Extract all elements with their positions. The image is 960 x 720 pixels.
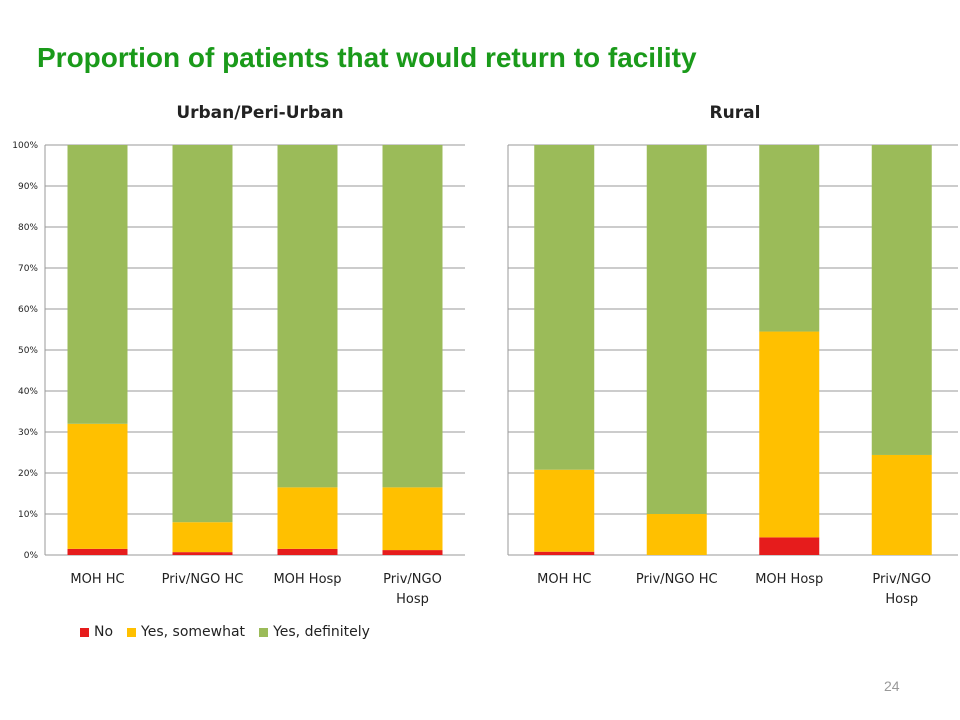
x-tick-label-rural: Hosp	[885, 592, 918, 607]
bar-urban-2-1	[172, 145, 233, 523]
y-tick-label-urban: 60%	[18, 305, 38, 315]
x-tick-label-rural: Priv/NGO HC	[636, 572, 718, 587]
legend-label-yes-definitely: Yes, definitely	[273, 624, 370, 640]
x-tick-label-urban: MOH Hosp	[273, 572, 341, 587]
x-tick-label-urban: MOH HC	[70, 572, 124, 587]
x-tick-label-urban: Priv/NGO HC	[162, 572, 244, 587]
y-tick-label-urban: 80%	[18, 223, 38, 233]
slide-number: 24	[884, 678, 900, 694]
x-tick-label-rural: MOH Hosp	[755, 572, 823, 587]
legend-label-no: No	[94, 624, 114, 640]
bar-rural-2-1	[646, 145, 707, 514]
bar-rural-0-0	[534, 551, 595, 555]
bar-urban-0-3	[382, 550, 443, 555]
y-tick-label-urban: 70%	[18, 264, 38, 274]
bar-rural-2-0	[534, 145, 595, 470]
legend: No Yes, somewhat Yes, definitely	[80, 624, 384, 640]
chart-title-rural: Rural	[709, 103, 761, 123]
y-tick-label-urban: 50%	[18, 346, 38, 356]
y-tick-label-urban: 100%	[12, 141, 38, 151]
legend-item-yes-somewhat: Yes, somewhat	[127, 624, 245, 640]
bar-urban-2-0	[67, 145, 128, 424]
bar-urban-2-3	[382, 145, 443, 488]
legend-swatch-no	[80, 627, 89, 637]
bar-rural-0-2	[759, 537, 820, 555]
bar-urban-0-0	[67, 548, 128, 555]
x-tick-label-urban: Hosp	[396, 592, 429, 607]
bar-urban-0-1	[172, 552, 233, 555]
bar-rural-1-3	[871, 454, 932, 555]
y-tick-label-urban: 0%	[24, 551, 39, 561]
legend-item-yes-definitely: Yes, definitely	[259, 624, 370, 640]
bar-urban-0-2	[277, 548, 338, 555]
legend-swatch-yes-definitely	[259, 627, 269, 637]
legend-label-yes-somewhat: Yes, somewhat	[141, 624, 246, 640]
x-tick-label-urban: Priv/NGO	[383, 572, 442, 587]
chart-title-urban: Urban/Peri-Urban	[176, 103, 344, 123]
bar-rural-1-2	[759, 331, 820, 538]
bar-urban-1-1	[172, 522, 233, 553]
y-tick-label-urban: 40%	[18, 387, 38, 397]
bar-urban-1-2	[277, 487, 338, 549]
slide-title: Proportion of patients that would return…	[37, 42, 697, 73]
bar-urban-1-3	[382, 487, 443, 551]
x-tick-label-rural: Priv/NGO	[872, 572, 931, 587]
y-tick-label-urban: 30%	[18, 428, 38, 438]
y-tick-label-urban: 20%	[18, 469, 38, 479]
bar-rural-2-3	[871, 145, 932, 455]
y-tick-label-urban: 90%	[18, 182, 38, 192]
bar-rural-2-2	[759, 145, 820, 332]
bar-rural-1-0	[534, 469, 595, 552]
y-tick-label-urban: 10%	[18, 510, 38, 520]
bar-urban-2-2	[277, 145, 338, 488]
bar-urban-1-0	[67, 423, 128, 549]
legend-swatch-yes-somewhat	[127, 627, 137, 637]
x-tick-label-rural: MOH HC	[537, 572, 591, 587]
legend-item-no: No	[80, 624, 113, 640]
bar-rural-1-1	[646, 514, 707, 555]
